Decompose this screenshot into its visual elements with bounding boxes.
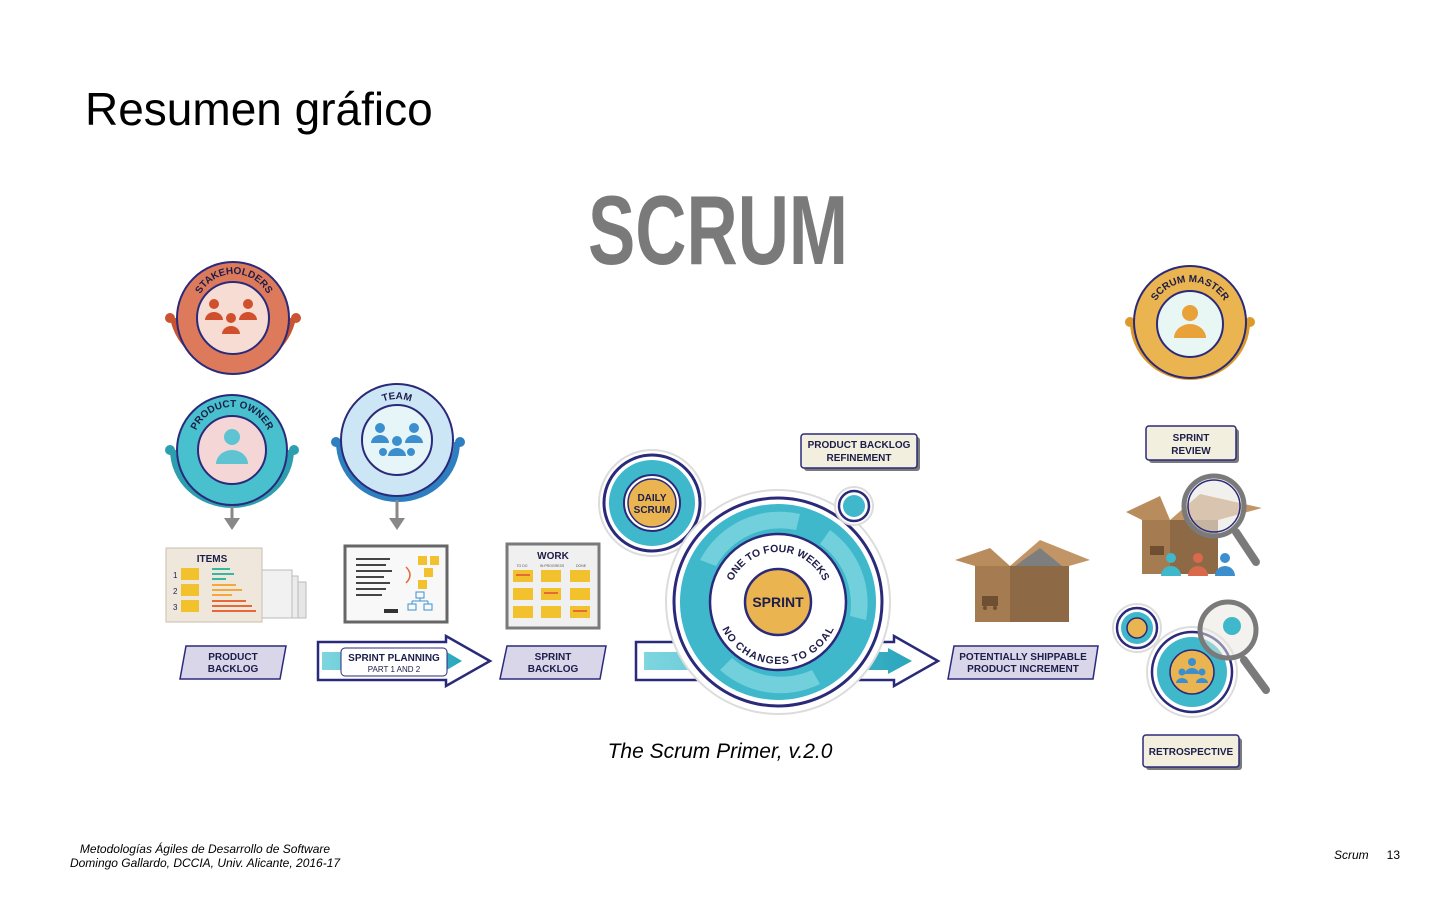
sprint-planning-sublabel: PART 1 AND 2 [368,665,421,674]
items-header: ITEMS [197,554,228,565]
people-icon [205,299,257,334]
daily-scrum-label: DAILY [637,493,666,504]
retrospective-illustration [1112,599,1270,718]
potentially-shippable-label: POTENTIALLY SHIPPABLE PRODUCT INCREMENT [947,645,1099,680]
person-icon [216,429,248,464]
team-label: TEAM [381,391,413,405]
footer-section: Scrum 13 [1334,848,1400,862]
sprint-backlog-board: WORK TO DO IN PROGRESS DONE [505,542,601,630]
person-icon [1174,305,1206,338]
svg-text:SPRINT: SPRINT [1173,433,1210,444]
sprint-review-illustration [1126,473,1262,576]
team-icon [1176,658,1208,683]
svg-text:BACKLOG: BACKLOG [208,664,259,675]
retrospective-label: RETROSPECTIVE [1142,734,1242,770]
product-backlog-refinement-label: PRODUCT BACKLOG REFINEMENT [800,433,920,471]
svg-text:RETROSPECTIVE: RETROSPECTIVE [1149,747,1234,758]
svg-text:REVIEW: REVIEW [1171,446,1211,457]
sprint-planning-label: SPRINT PLANNING [348,653,440,664]
whiteboard [343,544,449,624]
product-backlog-items: ITEMS 1 2 3 [165,547,307,623]
item-number: 3 [173,603,178,612]
work-column: IN PROGRESS [540,564,565,568]
scrum-heading: SCRUM [588,175,848,285]
section-name: Scrum [1333,848,1369,862]
svg-text:PRODUCT: PRODUCT [208,652,257,663]
item-number: 1 [173,571,178,580]
sprint-review-label: SPRINT REVIEW [1145,425,1239,463]
sprint-circle: SPRINT ONE TO FOUR WEEKS NO CHANGES TO G… [665,489,891,715]
sprint-backlog-label: SPRINT BACKLOG [499,645,607,680]
scrum-master-badge: SCRUM MASTER [1125,265,1255,380]
svg-text:POTENTIALLY SHIPPABLE: POTENTIALLY SHIPPABLE [959,652,1087,663]
shippable-box [955,540,1090,622]
footer-author: Domingo Gallardo, DCCIA, Univ. Alicante,… [69,856,341,870]
svg-text:SCRUM: SCRUM [634,505,671,516]
stakeholders-badge: STAKEHOLDERS [165,261,301,375]
team-badge: TEAM [331,383,465,530]
slide-title: Resumen gráfico [85,83,433,135]
work-header: WORK [537,551,569,562]
svg-text:TEAM: TEAM [381,391,413,405]
daily-scrum-circle: DAILY SCRUM [598,449,706,557]
work-column: DONE [576,564,587,568]
product-owner-badge: PRODUCT OWNER [165,394,299,530]
work-column: TO DO [516,564,527,568]
product-backlog-label: PRODUCT BACKLOG [179,645,287,680]
footer-credits: Metodologías Ágiles de Desarrollo de Sof… [55,842,355,870]
page-number: 13 [1386,848,1400,862]
team-icon [371,423,423,456]
refinement-circle [834,486,874,526]
diagram-caption: The Scrum Primer, v.2.0 [607,740,833,763]
item-number: 2 [173,587,178,596]
svg-text:PRODUCT INCREMENT: PRODUCT INCREMENT [967,664,1079,675]
footer-course: Metodologías Ágiles de Desarrollo de Sof… [79,842,331,856]
people-icon [1161,553,1235,576]
svg-text:BACKLOG: BACKLOG [528,664,579,675]
svg-text:PRODUCT BACKLOG: PRODUCT BACKLOG [808,440,911,451]
svg-text:REFINEMENT: REFINEMENT [827,453,892,464]
sprint-planning-arrow: SPRINT PLANNING PART 1 AND 2 [316,633,493,689]
sprint-label: SPRINT [752,594,804,610]
svg-text:SPRINT: SPRINT [535,652,572,663]
